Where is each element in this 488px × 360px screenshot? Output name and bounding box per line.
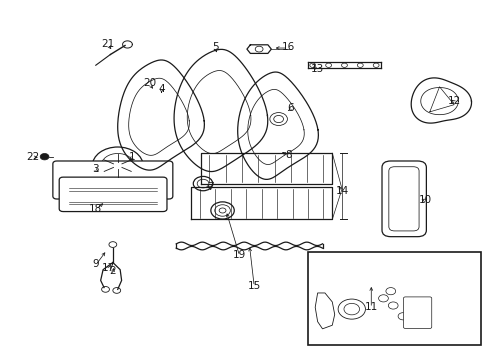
Text: 5: 5 [211,42,218,52]
Text: 19: 19 [232,250,246,260]
Text: 1: 1 [129,152,135,162]
Text: 9: 9 [92,259,99,269]
Bar [307,252,480,345]
Text: 13: 13 [310,64,324,74]
Text: 6: 6 [287,103,294,113]
FancyBboxPatch shape [381,161,426,237]
Text: 15: 15 [247,281,260,291]
Circle shape [113,162,122,169]
FancyBboxPatch shape [403,297,431,328]
Text: 12: 12 [447,96,460,106]
Text: 4: 4 [158,84,164,94]
Circle shape [40,153,49,160]
FancyBboxPatch shape [388,167,418,231]
Text: 18: 18 [89,204,102,214]
Text: 22: 22 [26,152,39,162]
Text: 7: 7 [206,182,213,192]
Text: 14: 14 [335,186,348,196]
Text: 3: 3 [92,164,99,174]
FancyBboxPatch shape [59,177,166,212]
Text: 21: 21 [101,39,114,49]
Text: 17: 17 [101,263,114,273]
Text: 10: 10 [418,195,430,205]
Text: 8: 8 [285,150,291,160]
Text: 20: 20 [142,78,156,88]
Text: 11: 11 [364,302,377,312]
FancyBboxPatch shape [53,161,172,199]
Text: 16: 16 [281,42,294,52]
Text: 2: 2 [109,266,116,276]
